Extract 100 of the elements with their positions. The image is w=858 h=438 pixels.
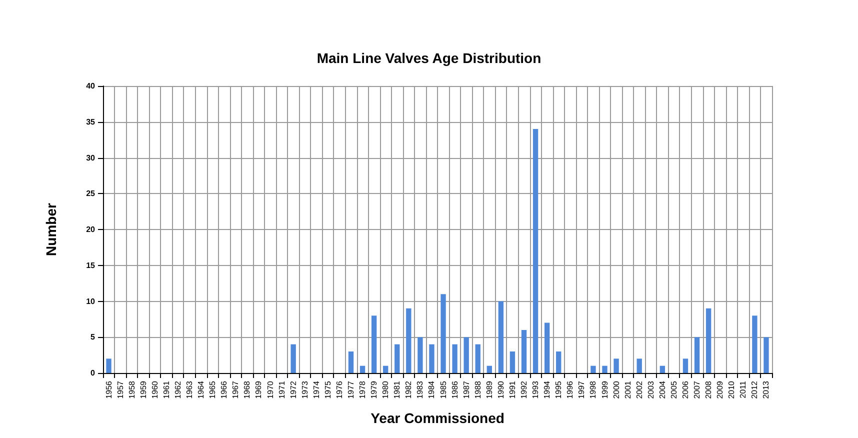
x-tick-label: 1975 — [323, 380, 332, 399]
x-tick-label: 1965 — [208, 380, 218, 399]
x-tick-label: 1999 — [600, 380, 610, 399]
y-tick-label: 5 — [90, 332, 96, 342]
bar — [544, 322, 550, 373]
bar — [440, 294, 446, 373]
x-tick-label: 1969 — [254, 380, 264, 399]
bar — [602, 366, 608, 373]
y-axis-title: Number — [43, 202, 59, 256]
bar — [510, 351, 516, 373]
bar — [290, 344, 296, 373]
x-tick-label: 2012 — [750, 380, 760, 399]
x-tick-label: 2001 — [623, 380, 632, 399]
x-tick-label: 1973 — [300, 380, 310, 399]
x-tick-label: 2013 — [762, 380, 771, 399]
bar — [383, 366, 388, 373]
x-tick-label: 2011 — [738, 380, 748, 398]
x-tick-label: 1957 — [116, 380, 125, 399]
x-tick-label: 1956 — [104, 380, 114, 399]
x-tick-label: 1966 — [220, 380, 229, 399]
y-tick-label: 25 — [86, 189, 96, 198]
x-tick-label: 1985 — [438, 380, 448, 399]
x-tick-label: 2008 — [704, 380, 714, 399]
y-tick-label: 10 — [86, 296, 96, 306]
x-tick-label: 1993 — [531, 380, 540, 399]
x-tick-label: 1971 — [277, 380, 286, 399]
x-axis-title: Year Commissioned — [370, 410, 504, 426]
bar — [521, 330, 527, 373]
x-tick-label: 1996 — [566, 380, 575, 399]
bar — [752, 316, 758, 373]
bar — [636, 358, 642, 373]
x-tick-label: 1982 — [404, 380, 414, 399]
bar — [418, 337, 423, 373]
x-tick-label: 1960 — [150, 380, 160, 399]
x-tick-label: 2005 — [669, 380, 678, 399]
x-tick-label: 1979 — [370, 380, 379, 399]
x-tick-label: 1991 — [508, 380, 517, 399]
x-tick-label: 2010 — [727, 380, 736, 399]
x-tick-label: 2003 — [646, 380, 656, 399]
bar — [406, 308, 412, 373]
bar — [556, 351, 562, 373]
x-tick-label: 1967 — [231, 380, 240, 399]
x-tick-label: 1968 — [242, 380, 252, 399]
x-tick-label: 2009 — [716, 380, 725, 399]
bar — [660, 366, 666, 373]
chart-title: Main Line Valves Age Distribution — [316, 50, 542, 66]
x-tick-label: 2000 — [612, 380, 621, 399]
x-tick-label: 1959 — [138, 380, 148, 399]
bar — [429, 344, 434, 373]
bar — [532, 129, 538, 373]
x-tick-label: 1962 — [173, 380, 182, 399]
x-tick-label: 1990 — [496, 380, 506, 399]
bar — [498, 301, 504, 373]
x-tick-label: 1998 — [588, 380, 598, 399]
x-tick-label: 2002 — [634, 380, 644, 399]
bar — [764, 337, 769, 373]
bar — [486, 366, 492, 373]
x-tick-label: 1988 — [473, 380, 482, 399]
bar — [106, 358, 112, 373]
bar — [371, 316, 377, 373]
y-tick-label: 30 — [86, 153, 96, 162]
x-tick-label: 2007 — [692, 380, 702, 399]
bar — [706, 308, 712, 373]
x-tick-label: 1987 — [462, 380, 471, 399]
x-tick-label: 1995 — [554, 380, 564, 399]
x-tick-label: 1974 — [312, 380, 321, 399]
y-tick-label: 40 — [86, 82, 96, 90]
bar — [590, 366, 596, 373]
x-tick-label: 1978 — [358, 380, 368, 399]
x-tick-label: 1992 — [520, 380, 529, 399]
x-tick-label: 2004 — [658, 380, 667, 399]
x-tick-label: 2006 — [680, 380, 690, 399]
x-tick-label: 1961 — [162, 380, 171, 399]
bar — [360, 366, 366, 373]
x-tick-label: 1964 — [196, 380, 206, 399]
x-tick-label: 1994 — [542, 380, 552, 399]
bar — [475, 344, 480, 373]
bar — [348, 351, 354, 373]
bar — [464, 337, 469, 373]
x-tick-label: 1980 — [381, 380, 390, 399]
bar — [682, 358, 688, 373]
bar — [452, 344, 458, 373]
x-tick-label: 1989 — [484, 380, 494, 399]
x-tick-label: 1984 — [427, 380, 436, 399]
y-tick-label: 0 — [90, 368, 96, 378]
bar — [394, 344, 400, 373]
bar — [694, 337, 700, 373]
x-tick-label: 1981 — [392, 380, 402, 399]
x-tick-label: 1983 — [416, 380, 425, 399]
y-tick-label: 20 — [86, 225, 96, 234]
x-tick-label: 1958 — [127, 380, 136, 399]
x-tick-label: 1970 — [266, 380, 275, 399]
x-tick-label: 1986 — [450, 380, 460, 399]
x-tick-label: 1963 — [185, 380, 194, 399]
y-tick-label: 15 — [86, 260, 96, 270]
x-tick-label: 1972 — [288, 380, 298, 399]
x-tick-label: 1976 — [334, 380, 344, 399]
y-tick-label: 35 — [86, 117, 96, 126]
bar — [614, 358, 619, 373]
x-tick-label: 1997 — [577, 380, 586, 399]
